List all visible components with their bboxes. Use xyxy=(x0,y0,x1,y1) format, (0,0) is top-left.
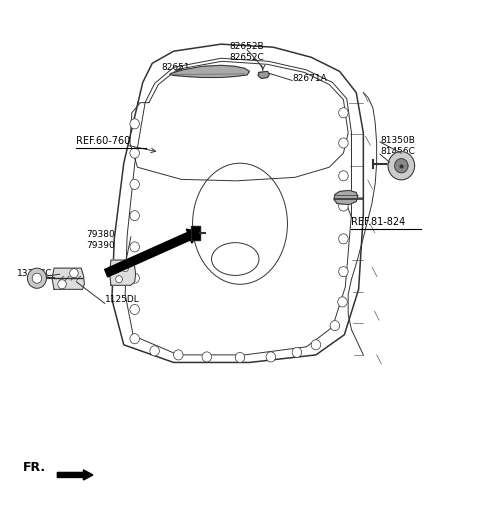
Text: FR.: FR. xyxy=(23,461,46,473)
Circle shape xyxy=(130,211,139,221)
Circle shape xyxy=(339,202,348,212)
Polygon shape xyxy=(109,261,136,286)
Polygon shape xyxy=(388,152,415,181)
Polygon shape xyxy=(334,191,358,205)
Text: REF.60-760: REF.60-760 xyxy=(76,136,131,146)
Circle shape xyxy=(70,269,78,278)
Text: REF.81-824: REF.81-824 xyxy=(351,217,406,227)
Polygon shape xyxy=(258,72,269,79)
Circle shape xyxy=(130,274,139,284)
Circle shape xyxy=(235,353,245,363)
Text: 82671A: 82671A xyxy=(292,74,327,83)
Text: 82652B: 82652B xyxy=(230,42,264,50)
Circle shape xyxy=(130,180,139,190)
Polygon shape xyxy=(170,66,250,78)
Circle shape xyxy=(174,350,183,360)
Text: 82651: 82651 xyxy=(162,63,190,72)
Circle shape xyxy=(338,297,347,307)
Circle shape xyxy=(311,340,321,350)
Polygon shape xyxy=(52,269,84,290)
Polygon shape xyxy=(395,159,408,174)
Polygon shape xyxy=(191,227,200,240)
Text: 79380: 79380 xyxy=(86,230,115,238)
Circle shape xyxy=(116,276,122,283)
FancyArrow shape xyxy=(57,470,93,480)
Circle shape xyxy=(130,120,139,130)
Circle shape xyxy=(27,269,47,289)
Circle shape xyxy=(150,346,159,356)
Circle shape xyxy=(58,280,66,289)
Circle shape xyxy=(32,274,42,284)
Circle shape xyxy=(339,172,348,182)
Circle shape xyxy=(339,108,348,119)
Text: 79390: 79390 xyxy=(86,240,115,249)
Circle shape xyxy=(339,267,348,277)
Circle shape xyxy=(202,352,212,362)
Circle shape xyxy=(339,234,348,244)
Circle shape xyxy=(266,352,276,362)
Circle shape xyxy=(292,348,301,358)
Text: 1125DL: 1125DL xyxy=(105,295,140,304)
Text: 1339CC: 1339CC xyxy=(17,268,52,277)
Text: 82652C: 82652C xyxy=(230,53,264,62)
Text: 81456C: 81456C xyxy=(380,147,415,156)
Circle shape xyxy=(339,139,348,149)
Circle shape xyxy=(130,242,139,252)
FancyArrow shape xyxy=(105,230,199,277)
Text: 81350B: 81350B xyxy=(380,136,415,145)
Circle shape xyxy=(122,265,129,272)
Circle shape xyxy=(330,321,340,331)
Circle shape xyxy=(130,149,139,159)
Circle shape xyxy=(130,305,139,315)
Circle shape xyxy=(130,334,139,344)
